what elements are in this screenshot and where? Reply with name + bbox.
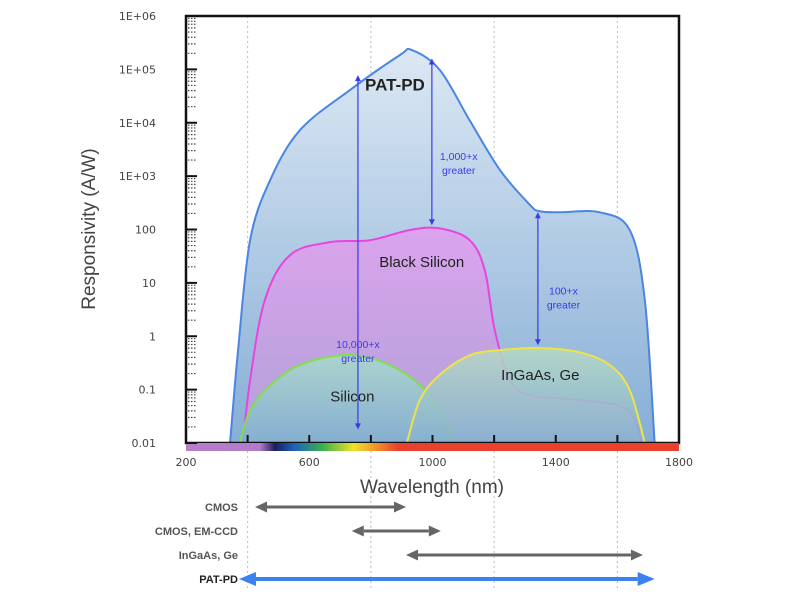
range-arrow-head-left [351, 525, 364, 537]
y-tick-label: 1E+05 [119, 63, 156, 76]
range-arrow-head-right [630, 549, 643, 561]
range-label: CMOS, EM-CCD [155, 526, 238, 538]
range-arrow-head-right [428, 525, 441, 537]
arrow-head-up [428, 58, 435, 65]
y-tick-label: 0.1 [139, 384, 157, 397]
x-tick-label: 600 [299, 456, 320, 469]
arrow-head-down [354, 423, 361, 430]
comparison-arrows [354, 58, 541, 430]
range-label: PAT-PD [199, 574, 238, 586]
range-arrow-head-right [637, 572, 655, 586]
detector-ranges: CMOS CMOS, EM-CCD InGaAs, Ge PAT-PD [155, 501, 655, 586]
x-tick-label: 1800 [665, 456, 693, 469]
annotation-label: 100+x [549, 286, 579, 298]
series-area-silicon [239, 354, 452, 443]
annotation-label: 10,000+x [336, 339, 380, 351]
x-tick-label: 1400 [542, 456, 570, 469]
range-label: InGaAs, Ge [179, 550, 238, 562]
arrow-head-down [534, 339, 541, 346]
series-line-pat-pd [229, 47, 656, 444]
y-axis-label: Responsivity (A/W) [79, 148, 100, 310]
x-axis-label: Wavelength (nm) [360, 477, 504, 498]
series-area-ingaas-ge [406, 348, 645, 443]
annotation-label: 1,000+x [440, 151, 478, 163]
annotation-label: Black Silicon [379, 254, 464, 271]
range-arrow-head-left [406, 549, 419, 561]
y-tick-label: 1E+06 [119, 10, 156, 23]
annotation-label: greater [442, 165, 476, 177]
axes: 1E+06 1E+05 1E+04 1E+03 100 10 1 0.1 0.01 200 600 1… [119, 10, 693, 469]
arrow-head-up [354, 75, 361, 82]
annotation-label: greater [547, 300, 581, 312]
y-tick-label: 1E+03 [119, 170, 156, 183]
annotation-label: Silicon [330, 388, 374, 405]
x-tick-label: 1000 [419, 456, 447, 469]
range-arrow-head-right [394, 501, 407, 513]
x-tick-label: 200 [176, 456, 197, 469]
annotations: PAT-PD 1,000+x greater Black Silicon 100+x gr… [330, 76, 580, 406]
annotation-label: greater [341, 353, 375, 365]
series-areas [229, 47, 656, 444]
y-tick-label: 1E+04 [119, 117, 156, 130]
range-arrow-head-left [255, 501, 268, 513]
arrow-head-up [534, 212, 541, 219]
y-tick-label: 0.01 [132, 437, 157, 450]
y-tick-label: 100 [135, 224, 156, 237]
arrow-head-down [428, 219, 435, 226]
spectrum-bar [186, 443, 679, 451]
y-tick-label: 10 [142, 277, 156, 290]
series-line-ingaas-ge [405, 347, 646, 444]
range-arrow-head-left [238, 572, 256, 586]
annotation-label: PAT-PD [365, 76, 425, 95]
range-label: CMOS [205, 502, 238, 514]
y-tick-label: 1 [149, 330, 156, 343]
annotation-label: InGaAs, Ge [501, 367, 579, 384]
